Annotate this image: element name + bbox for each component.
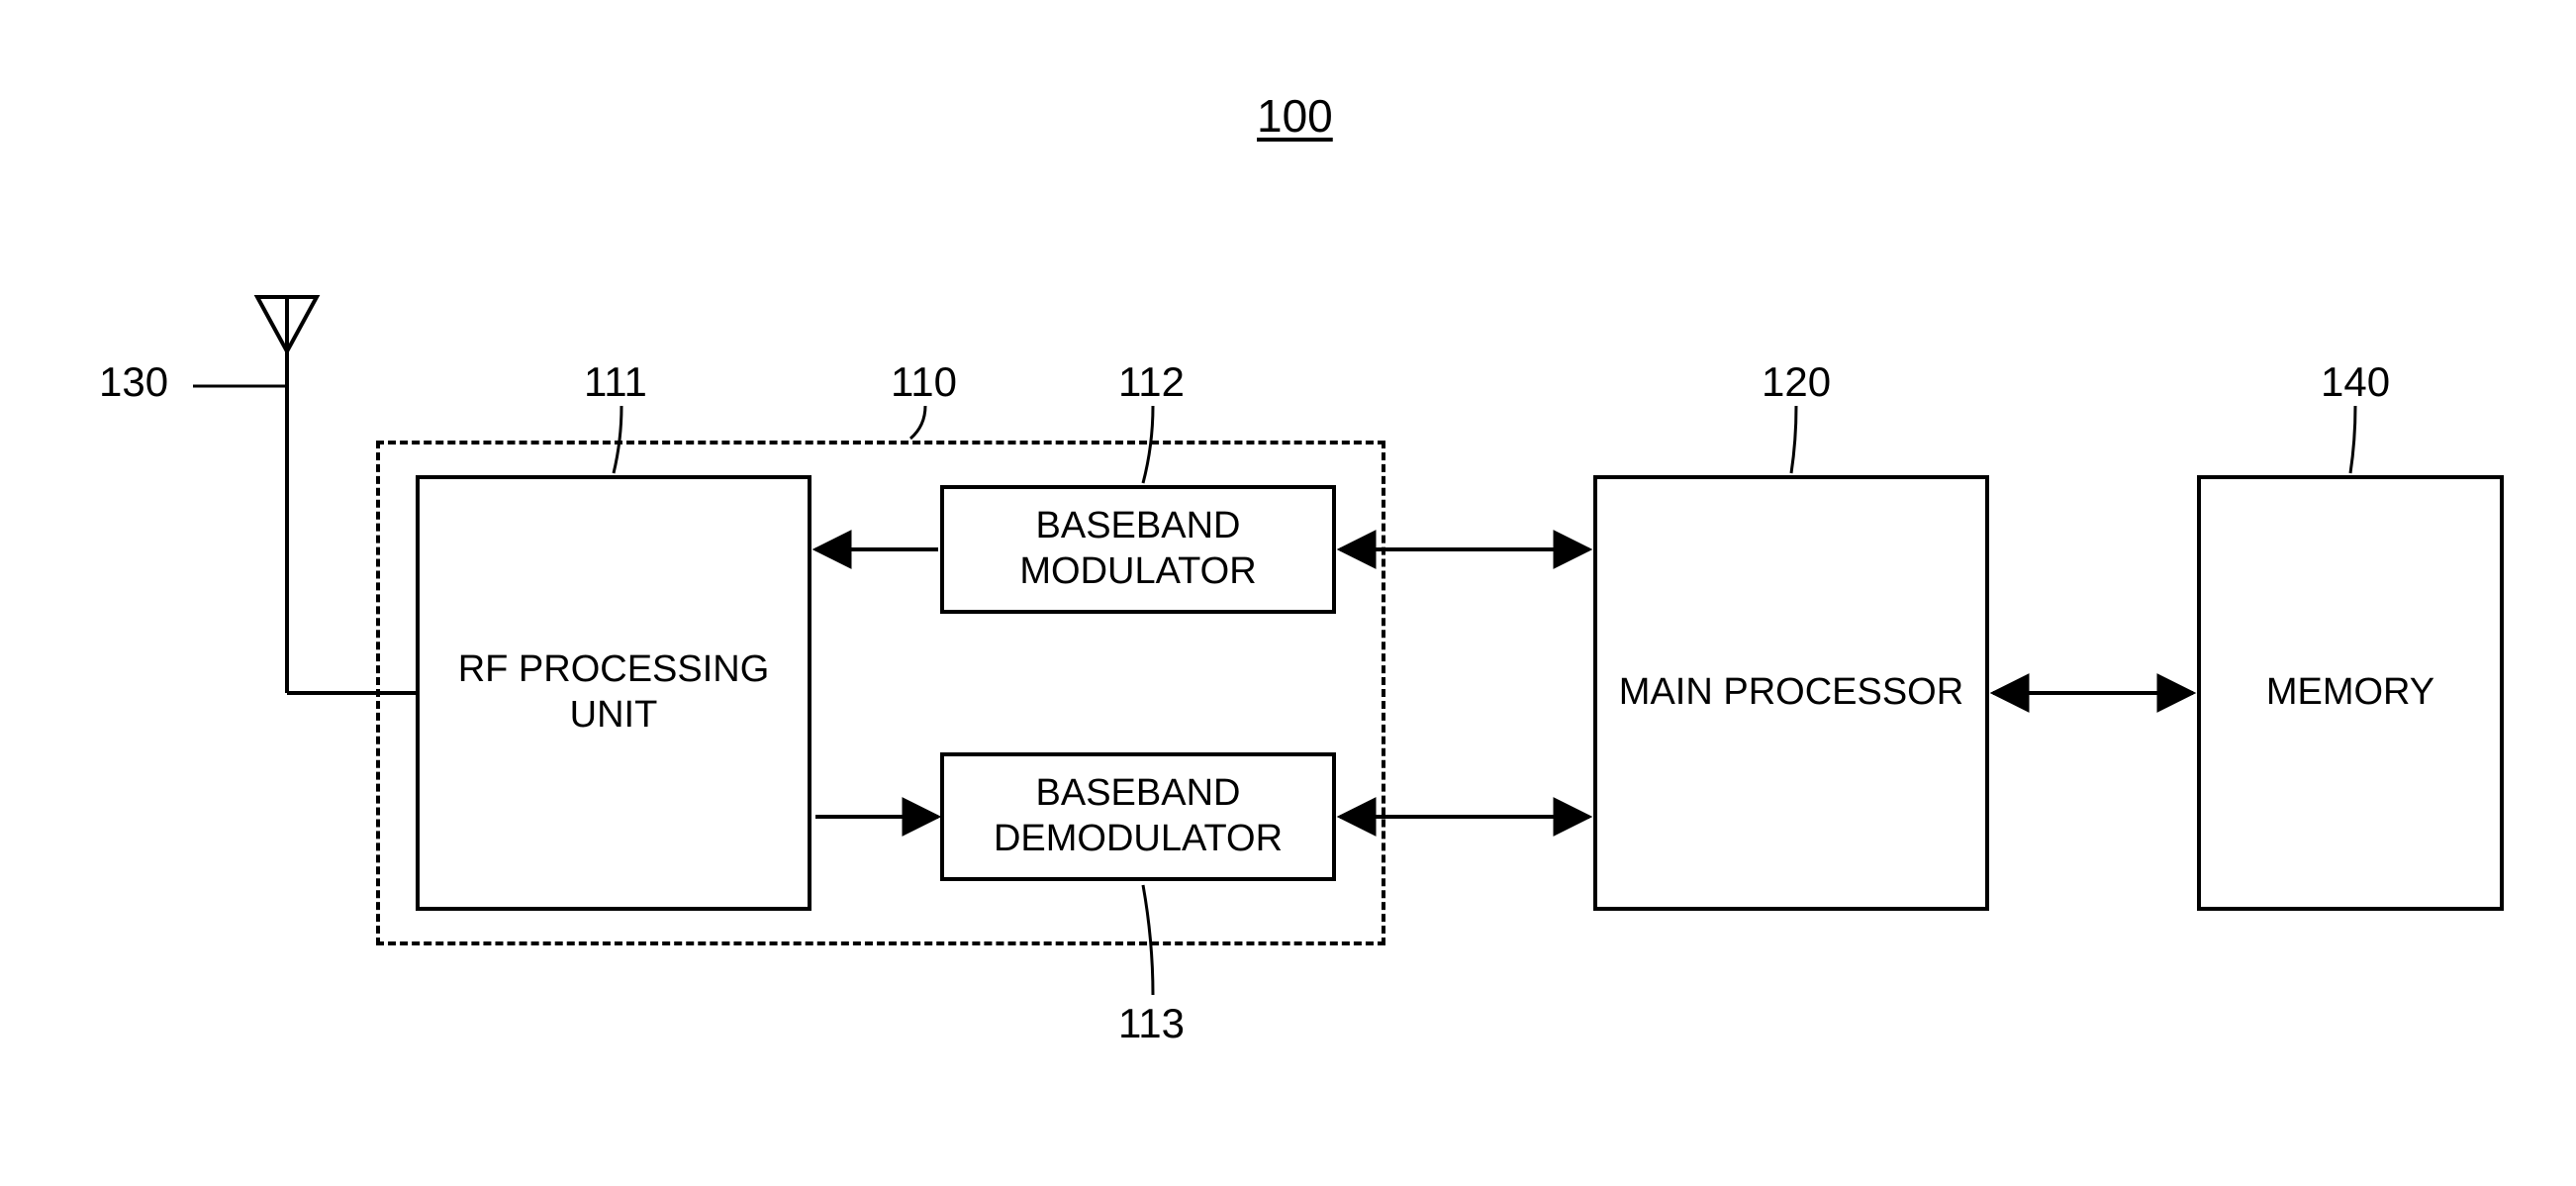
block-memory: MEMORY <box>2197 475 2504 911</box>
block-diagram: 100 130 111 110 112 113 120 140 RF PROCE… <box>0 0 2576 1186</box>
block-main-processor: MAIN PROCESSOR <box>1593 475 1989 911</box>
leader-120 <box>1791 406 1796 473</box>
block-baseband-modulator: BASEBAND MODULATOR <box>940 485 1336 614</box>
leader-140 <box>2350 406 2355 473</box>
leader-110 <box>910 406 925 439</box>
diagram-title-ref: 100 <box>1257 89 1333 143</box>
ref-label-110: 110 <box>891 358 957 406</box>
ref-label-112: 112 <box>1118 358 1185 406</box>
ref-label-111: 111 <box>584 358 647 406</box>
ref-label-140: 140 <box>2321 358 2390 406</box>
block-baseband-demodulator: BASEBAND DEMODULATOR <box>940 752 1336 881</box>
ref-label-130: 130 <box>99 358 168 406</box>
ref-label-120: 120 <box>1762 358 1831 406</box>
block-rf-processing-unit: RF PROCESSING UNIT <box>416 475 811 911</box>
ref-label-113: 113 <box>1118 1000 1185 1047</box>
